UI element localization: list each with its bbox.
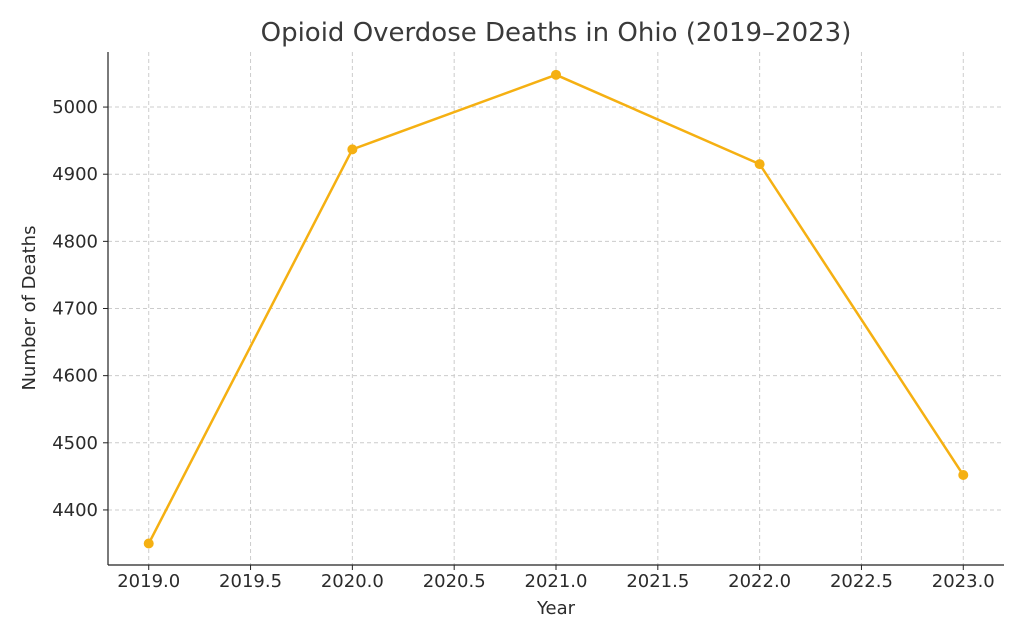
data-point [754,159,765,170]
x-tick-label: 2022.0 [728,571,791,592]
data-point [347,144,358,155]
y-axis-label: Number of Deaths [19,226,40,391]
series [143,69,969,549]
y-tick-label: 4400 [52,500,98,521]
x-tick-label: 2022.5 [830,571,893,592]
x-tick-label: 2021.0 [525,571,588,592]
y-tick-label: 4600 [52,366,98,387]
x-tick-label: 2019.0 [117,571,180,592]
y-tick-label: 4800 [52,231,98,252]
chart-title: Opioid Overdose Deaths in Ohio (2019–202… [261,18,852,48]
data-point [958,470,969,481]
y-tick-label: 4900 [52,164,98,185]
y-tick-label: 5000 [52,97,98,118]
x-tick-label: 2020.5 [423,571,486,592]
x-ticks: 2019.0 2019.5 2020.0 2020.5 2021.0 2021.5 2022… [117,565,995,592]
y-tick-label: 4500 [52,433,98,454]
grid [108,52,1004,565]
x-tick-label: 2019.5 [219,571,282,592]
x-tick-label: 2020.0 [321,571,384,592]
x-tick-label: 2021.5 [626,571,689,592]
data-point [143,538,154,549]
y-ticks: 4400 4500 4600 4700 4800 4900 5000 [52,97,108,521]
data-point [551,69,561,80]
x-axis-label: Year [536,598,576,619]
y-tick-label: 4700 [52,299,98,320]
x-tick-label: 2023.0 [932,571,995,592]
